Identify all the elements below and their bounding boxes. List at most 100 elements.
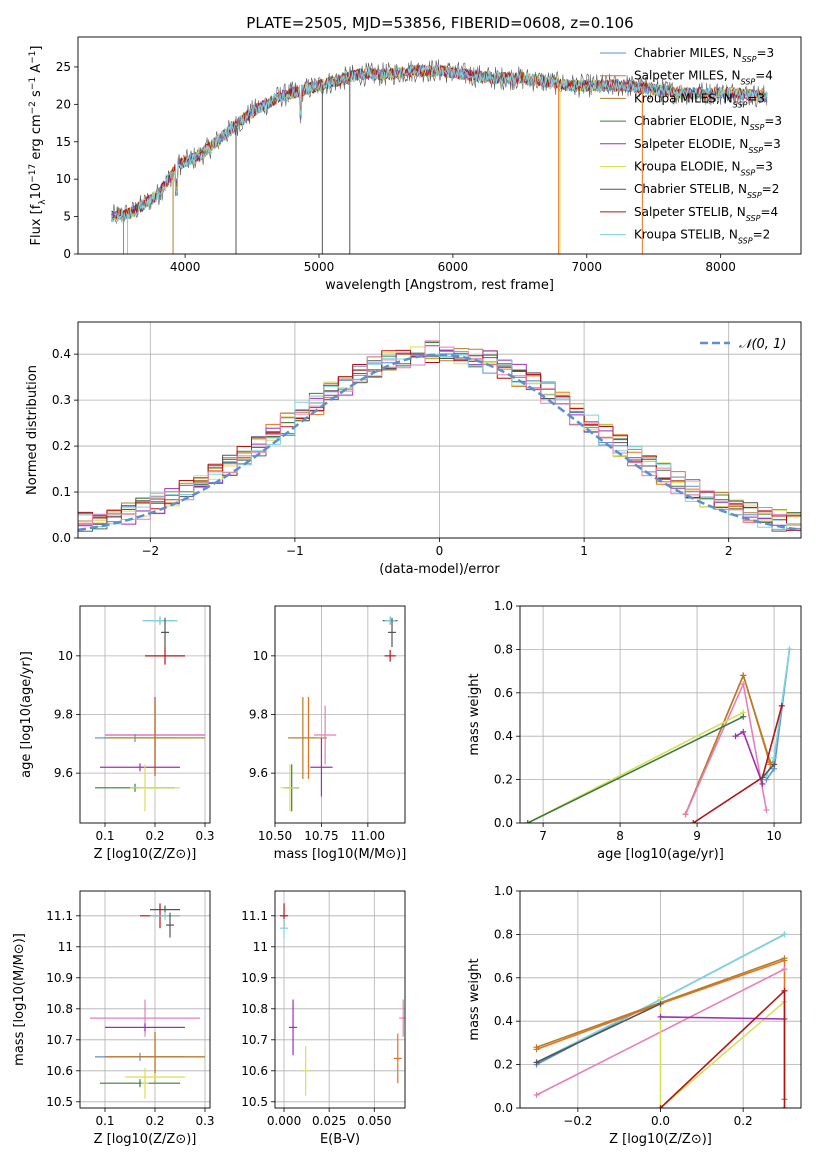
data-point (100, 763, 180, 772)
data-point (145, 647, 185, 665)
legend-label-name: Kroupa MILES, N (634, 91, 733, 105)
legend-label-value: =3 (755, 160, 773, 174)
y-axis-label-part: erg cm (29, 114, 44, 163)
y-axis-label: mass weight (467, 673, 482, 755)
x-axis-label: (data-model)/error (379, 562, 500, 577)
x-tick-label: 8 (616, 829, 624, 843)
series-line (735, 731, 764, 785)
y-tick-label: 9.6 (54, 766, 73, 780)
series-line (684, 683, 768, 815)
y-axis-label-part: Flux [f (29, 204, 44, 245)
x-tick-label: 0.000 (267, 1114, 301, 1128)
y-tick-label: 11 (253, 940, 268, 954)
data-point (384, 649, 396, 662)
axes-frame (519, 605, 802, 824)
legend-label-sub: SSP (750, 123, 765, 132)
y-axis-label-part: 10 (29, 183, 44, 200)
x-axis-label: Z [log10(Z/Z⊙)] (609, 1132, 712, 1147)
y-axis-label-part: −1 (28, 77, 38, 90)
y-tick-label: 0.0 (52, 531, 71, 545)
legend-label-name: Salpeter STELIB, N (634, 205, 746, 219)
axes-frame (519, 890, 802, 1109)
y-tick-label: 15 (56, 135, 71, 149)
y-tick-label: 5 (63, 210, 71, 224)
y-axis-label-part: −1 (28, 51, 38, 64)
axes-frame (79, 890, 211, 1109)
plot-area (95, 616, 205, 812)
y-tick-label: 0.6 (494, 971, 513, 985)
y-tick-label: 0 (63, 247, 71, 261)
x-tick-label: 10.75 (304, 829, 338, 843)
spectrum-line (111, 64, 768, 223)
age-vs-mass-panel: 10.50 10.75 11.00 9.6 9.8 10 mass [log10(M/M⊙)… (249, 605, 406, 862)
x-tick-label: 0.025 (312, 1114, 346, 1128)
y-tick-label: 9.8 (54, 708, 73, 722)
y-tick-label: 0.8 (494, 927, 513, 941)
series-line (659, 997, 786, 1108)
legend-label: Salpeter STELIB, NSSP=4 (634, 205, 778, 223)
y-tick-label: 11.1 (46, 909, 73, 923)
grid-lines (274, 606, 405, 823)
x-axis-label: age [log10(age/yr)] (597, 847, 724, 862)
data-point (393, 1033, 402, 1084)
y-tick-label: 0.3 (52, 393, 71, 407)
legend-label-name: Salpeter MILES, N (634, 69, 741, 83)
legend-label: Kroupa ELODIE, NSSP=3 (634, 160, 773, 178)
y-tick-label: 0.4 (52, 347, 71, 361)
axes-frame (79, 605, 211, 824)
x-tick-label: −1 (286, 544, 304, 558)
x-tick-label: 0.3 (195, 829, 214, 843)
y-axis-label-part: λ (38, 199, 48, 205)
y-tick-label: 20 (56, 97, 71, 111)
y-tick-label: 9.8 (249, 708, 268, 722)
x-tick-label: 0.2 (145, 829, 164, 843)
x-tick-label: 1 (580, 544, 588, 558)
data-point (141, 764, 149, 812)
y-tick-label: 10.5 (241, 1095, 268, 1109)
x-tick-label: 5000 (304, 260, 335, 274)
legend-label-value: =2 (762, 182, 780, 196)
spectrum-line (111, 64, 768, 220)
x-tick-label: 0.1 (95, 1114, 114, 1128)
legend-label-sub: SSP (746, 213, 761, 222)
data-point (288, 696, 318, 780)
series-line (536, 1003, 661, 1064)
y-tick-label: 10 (58, 649, 73, 663)
x-axis-label: wavelength [Angstrom, rest frame] (325, 278, 554, 293)
axes-frame (77, 36, 802, 255)
legend-label-sub: SSP (747, 191, 762, 200)
histogram-step (78, 350, 801, 531)
data-point (289, 999, 298, 1056)
mass-vs-metallicity-panel: 0.1 0.2 0.3 10.5 10.6 10.7 10.8 10.9 11 11.1 Z [lo… (12, 890, 215, 1147)
data-point (280, 764, 300, 812)
legend-label: Salpeter ELODIE, NSSP=3 (634, 137, 781, 155)
y-axis-label-part: A (29, 64, 44, 77)
x-tick-label: 2 (725, 544, 733, 558)
data-point (130, 783, 180, 792)
y-tick-label: 10.7 (241, 1033, 268, 1047)
weight-vs-age-panel: 7 8 9 10 0.0 0.2 0.4 0.6 0.8 1.0 age [log10(age/yr… (467, 599, 802, 862)
x-tick-label: 7 (539, 829, 547, 843)
data-point (125, 1073, 185, 1081)
data-point (100, 1079, 180, 1088)
x-tick-label: 7000 (572, 260, 603, 274)
series-line (761, 763, 775, 778)
y-tick-label: 10.9 (46, 971, 73, 985)
data-point (166, 912, 174, 938)
y-axis-label: mass [log10(M/M⊙)] (12, 933, 27, 1066)
legend-label-value: =3 (763, 137, 781, 151)
x-axis-label: E(B-V) (320, 1132, 360, 1147)
x-tick-label: 6000 (438, 260, 469, 274)
y-tick-label: 10.9 (241, 971, 268, 985)
y-tick-label: 0.4 (494, 1014, 513, 1028)
data-point (399, 999, 405, 1037)
y-tick-label: 10 (253, 649, 268, 663)
grid-lines (275, 891, 405, 1108)
data-point (280, 918, 289, 938)
x-tick-label: 9 (693, 829, 701, 843)
legend-label-sub: SSP (738, 236, 753, 245)
legend-label: Salpeter MILES, NSSP=4 (634, 69, 773, 87)
y-tick-label: 10.5 (46, 1095, 73, 1109)
plot-area (533, 931, 788, 1108)
y-axis-label: Flux [fλ10−17 erg cm−2 s−1 A−1] (28, 46, 48, 246)
